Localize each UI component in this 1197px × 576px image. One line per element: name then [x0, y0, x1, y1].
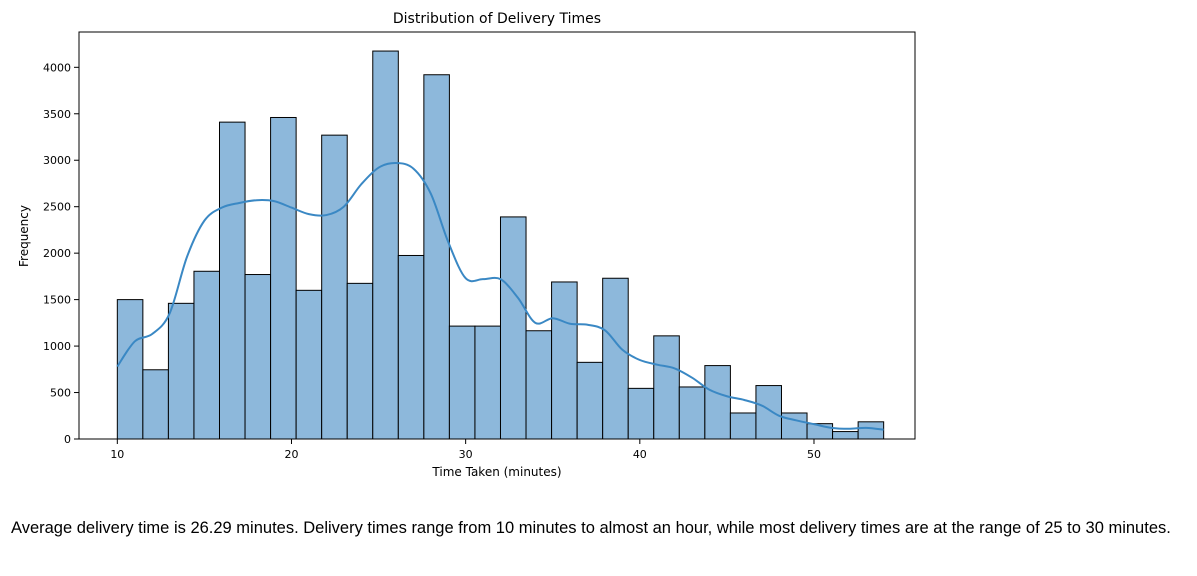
y-tick-label: 1000 [43, 340, 71, 353]
histogram-bar [116, 299, 144, 440]
x-tick-label: 40 [633, 448, 647, 461]
histogram-bar [576, 361, 604, 440]
y-tick-label: 1500 [43, 294, 71, 307]
histogram-bar [193, 270, 220, 440]
x-tick-label: 20 [284, 448, 298, 461]
histogram-bar [525, 330, 553, 440]
kde-curve [116, 162, 884, 431]
histogram-bar [372, 50, 399, 440]
histogram-bar [832, 431, 859, 440]
histogram-bar [167, 302, 195, 440]
x-tick-label: 30 [459, 448, 473, 461]
histogram-bar [244, 274, 272, 440]
x-axis-title: Time Taken (minutes) [431, 465, 561, 479]
y-tick-label: 2500 [43, 201, 71, 214]
plot-area-frame [78, 31, 916, 440]
histogram-bar [270, 116, 297, 440]
histogram-bar [653, 335, 680, 440]
histogram-bar [346, 282, 374, 440]
histogram-bar [423, 74, 450, 440]
x-tick-label: 10 [110, 448, 124, 461]
y-tick-label: 0 [64, 433, 71, 446]
y-axis-ticks: 0 500 1000 1500 2000 2500 3000 3500 4000 [43, 61, 79, 446]
summary-caption: Average delivery time is 26.29 minutes. … [11, 519, 1171, 537]
y-tick-label: 500 [50, 387, 71, 400]
histogram-bar [295, 289, 323, 440]
histogram-bars [116, 50, 885, 440]
y-tick-label: 4000 [43, 61, 71, 74]
x-axis-ticks: 10 20 30 40 50 [110, 439, 821, 461]
y-tick-label: 3000 [43, 154, 71, 167]
x-tick-label: 50 [807, 448, 821, 461]
histogram-bar [142, 369, 169, 440]
histogram-bar [551, 281, 578, 440]
chart-title: Distribution of Delivery Times [393, 11, 601, 27]
histogram-bar [474, 325, 501, 440]
histogram-bar [678, 386, 706, 440]
histogram-bar [729, 412, 757, 440]
histogram-bar [499, 216, 527, 440]
histogram-bar [627, 387, 655, 440]
y-tick-label: 3500 [43, 108, 71, 121]
y-axis-title: Frequency [17, 205, 31, 267]
histogram-bar [321, 134, 348, 440]
y-tick-label: 2000 [43, 247, 71, 260]
histogram-bar [448, 325, 476, 440]
histogram-bar [218, 121, 246, 440]
histogram-chart: Distribution of Delivery Times 0 500 1000 1… [17, 11, 916, 479]
histogram-bar [755, 385, 782, 440]
histogram-bar [857, 421, 885, 440]
histogram-bar [397, 254, 425, 440]
histogram-bar [602, 277, 629, 440]
histogram-bar [704, 365, 731, 440]
